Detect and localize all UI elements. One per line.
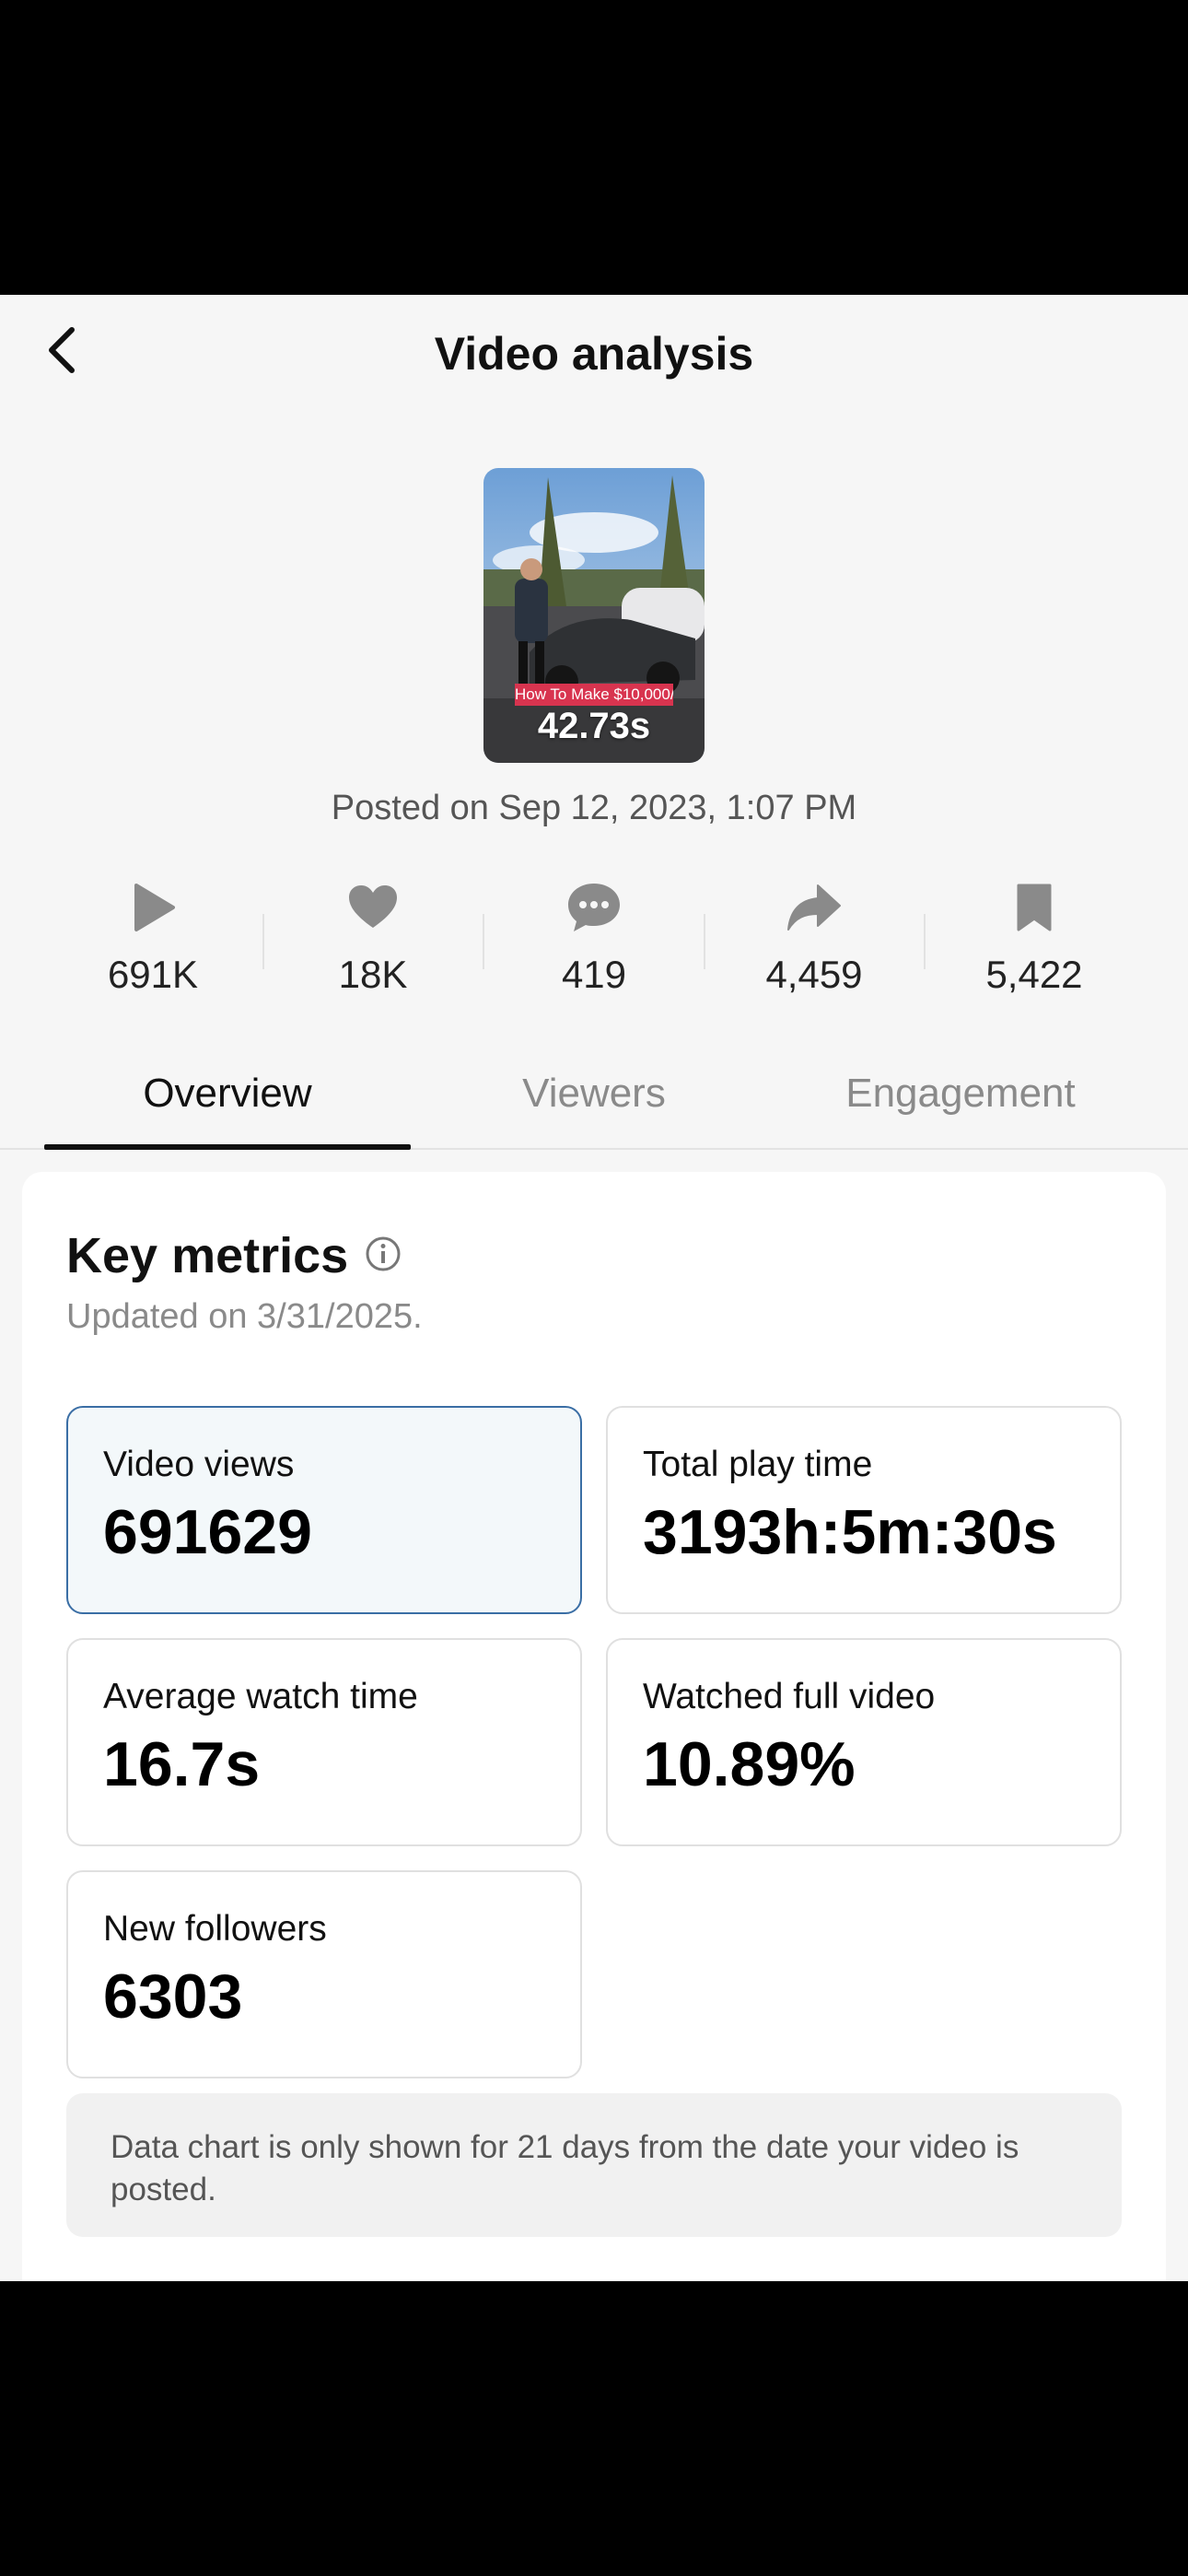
video-caption-overlay: How To Make $10,000/: [515, 684, 673, 706]
share-icon: [787, 884, 841, 931]
stat-shares: 4,459: [704, 875, 925, 997]
key-metrics-heading: Key metrics: [66, 1227, 402, 1284]
metric-value: 16.7s: [103, 1729, 261, 1799]
metric-watched-full-video[interactable]: Watched full video 10.89%: [606, 1638, 1122, 1846]
comment-icon: [568, 884, 620, 931]
data-chart-notice: Data chart is only shown for 21 days fro…: [66, 2093, 1122, 2237]
tab-viewers[interactable]: Viewers: [522, 1071, 666, 1116]
stat-value: 18K: [338, 953, 408, 996]
stat-value: 4,459: [765, 953, 863, 996]
metric-total-play-time[interactable]: Total play time 3193h:5m:30s: [606, 1406, 1122, 1614]
metric-label: Total play time: [643, 1445, 873, 1484]
divider: [483, 914, 484, 969]
updated-date: Updated on 3/31/2025.: [66, 1297, 423, 1336]
metric-value: 10.89%: [643, 1729, 856, 1799]
thumbnail-image: [483, 468, 705, 763]
back-button[interactable]: [35, 321, 94, 380]
video-analysis-screen: Video analysis: [0, 295, 1188, 2281]
video-thumbnail[interactable]: How To Make $10,000/ 42.73s: [483, 468, 705, 763]
video-stats-row: 691K 18K 419: [0, 875, 1188, 1013]
play-icon: [134, 884, 175, 931]
metric-new-followers[interactable]: New followers 6303: [66, 1870, 582, 2078]
metric-label: Watched full video: [643, 1677, 936, 1716]
metric-value: 691629: [103, 1497, 312, 1567]
chevron-left-icon: [49, 327, 75, 373]
stat-saves: 5,422: [924, 875, 1145, 997]
stat-value: 5,422: [985, 953, 1083, 996]
divider: [924, 914, 926, 969]
metric-value: 6303: [103, 1961, 243, 2032]
posted-date: Posted on Sep 12, 2023, 1:07 PM: [331, 789, 857, 827]
stat-value: 419: [561, 953, 627, 996]
stat-comments: 419: [483, 875, 705, 997]
metric-label: Video views: [103, 1445, 295, 1484]
tab-overview[interactable]: Overview: [44, 1060, 411, 1150]
metric-label: Average watch time: [103, 1677, 418, 1716]
key-metrics-card: Key metrics Updated on 3/31/2025. Video …: [22, 1172, 1166, 2281]
metric-value: 3193h:5m:30s: [643, 1497, 1057, 1567]
video-duration: 42.73s: [537, 706, 651, 746]
divider: [262, 914, 264, 969]
page-title: Video analysis: [434, 328, 754, 380]
heart-icon: [349, 885, 397, 928]
key-metrics-title: Key metrics: [66, 1228, 349, 1283]
analysis-tabs: Overview Viewers Engagement: [0, 1060, 1188, 1150]
metric-label: New followers: [103, 1909, 327, 1949]
stat-views: 691K: [42, 875, 263, 997]
stat-value: 691K: [107, 953, 199, 996]
tab-engagement[interactable]: Engagement: [845, 1071, 1076, 1116]
stat-likes: 18K: [262, 875, 483, 997]
header: Video analysis: [0, 295, 1188, 415]
bookmark-icon: [1017, 884, 1052, 931]
metric-average-watch-time[interactable]: Average watch time 16.7s: [66, 1638, 582, 1846]
divider: [704, 914, 705, 969]
info-icon[interactable]: [365, 1227, 402, 1284]
metric-video-views[interactable]: Video views 691629: [66, 1406, 582, 1614]
